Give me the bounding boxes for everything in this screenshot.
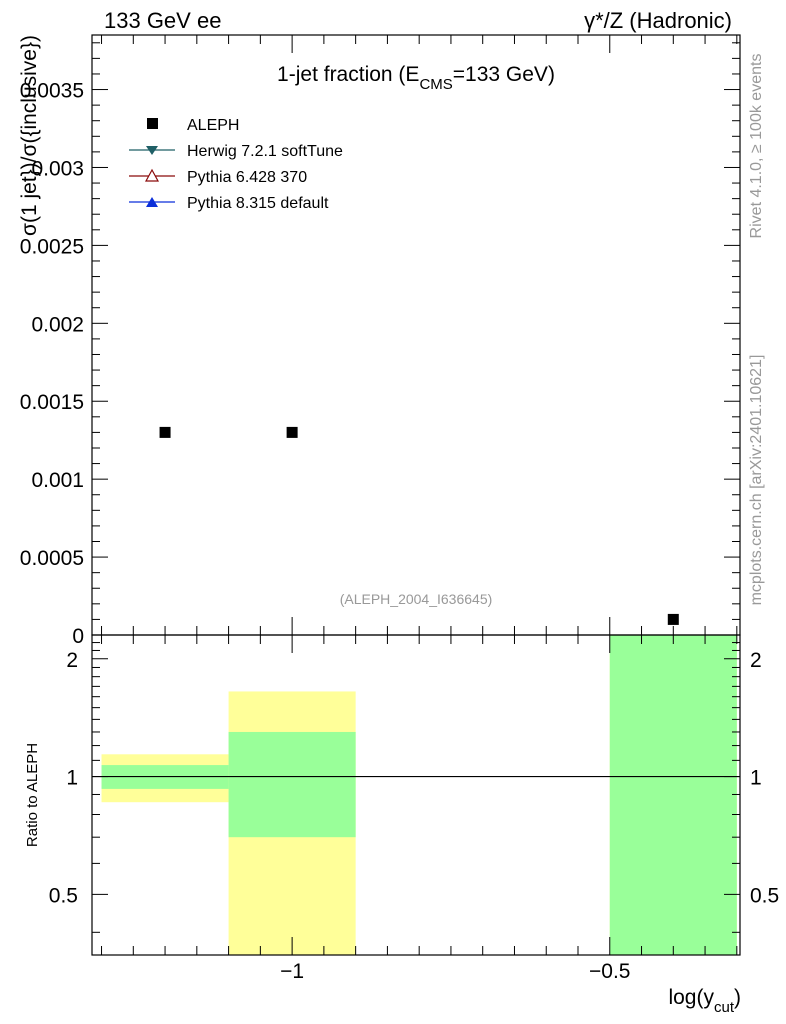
main-ytick-label: 0.0015 (20, 391, 84, 414)
ratio-plot-frame (91, 634, 741, 956)
main-ytick-label: 0.0005 (20, 547, 84, 570)
ratio-ytick-label-right: 2 (750, 649, 762, 672)
aleph-point-0 (159, 426, 171, 438)
main-ytick-label: 0.003 (31, 157, 84, 180)
aleph-point-1 (286, 426, 298, 438)
main-y-axis-label: σ(1 jet})/σ({inclusive}) (18, 35, 41, 236)
legend-pythia6-label: Pythia 6.428 370 (187, 169, 307, 186)
main-ytick-label: 0.002 (31, 313, 84, 336)
ratio-bands (101, 635, 737, 955)
ratio-ytick-label-left: 2 (66, 649, 78, 672)
main-ytick-label: 0.001 (31, 469, 84, 492)
aleph-point-2 (667, 613, 679, 625)
x-axis-label: log(ycut) (668, 986, 741, 1016)
ratio-axis-ticks: −1 −0.5 0.5 0.5 1 1 2 2 (49, 35, 779, 983)
rivet-version-label: Rivet 4.1.0, ≥ 100k events (748, 54, 765, 239)
main-ytick-label: 0 (72, 625, 84, 648)
main-axis-ticks: 0 0.0005 0.001 0.0015 0.002 0.0025 0.003 0.0035 (20, 42, 740, 648)
legend-herwig-label: Herwig 7.2.1 softTune (187, 143, 343, 160)
main-ytick-label: 0.0035 (20, 80, 84, 103)
legend-herwig-marker (146, 146, 158, 155)
legend-aleph-label: ALEPH (187, 117, 239, 134)
ratio-ytick-label-right: 0.5 (750, 884, 779, 907)
legend-pythia8-label: Pythia 8.315 default (187, 195, 329, 212)
xtick-label: −0.5 (589, 960, 630, 983)
ratio-band-stat-1 (228, 731, 356, 838)
chart-title-sub: CMS (419, 76, 452, 93)
chart-title-end: =133 GeV) (453, 63, 555, 86)
header-energy-label: 133 GeV ee (104, 8, 221, 33)
x-axis-label-main: log(y (668, 986, 714, 1009)
x-axis-label-end: ) (734, 986, 741, 1009)
ratio-band-stat-2 (609, 635, 737, 955)
analysis-id-watermark: (ALEPH_2004_I636645) (340, 591, 493, 607)
mcplots-label: mcplots.cern.ch [arXiv:2401.10621] (748, 355, 765, 606)
main-ytick-label: 0.0025 (20, 235, 84, 258)
legend-aleph-marker (147, 118, 158, 129)
chart-title-main: 1-jet fraction (E (277, 63, 419, 86)
xtick-label: −1 (280, 960, 304, 983)
x-axis-label-sub: cut (714, 999, 735, 1016)
aleph-data-points (159, 426, 679, 625)
ratio-ytick-label-right: 1 (750, 767, 762, 790)
header-process-label: γ*/Z (Hadronic) (584, 8, 732, 33)
legend-pythia6-marker (144, 168, 160, 182)
legend-pythia8-marker (146, 197, 158, 207)
ratio-ytick-label-left: 0.5 (49, 884, 78, 907)
ratio-y-axis-label: Ratio to ALEPH (24, 743, 41, 847)
legend: ALEPH Herwig 7.2.1 softTune Pythia 6.428… (129, 117, 343, 212)
chart-title: 1-jet fraction (ECMS=133 GeV) (277, 63, 555, 93)
ratio-ytick-label-left: 1 (66, 767, 78, 790)
